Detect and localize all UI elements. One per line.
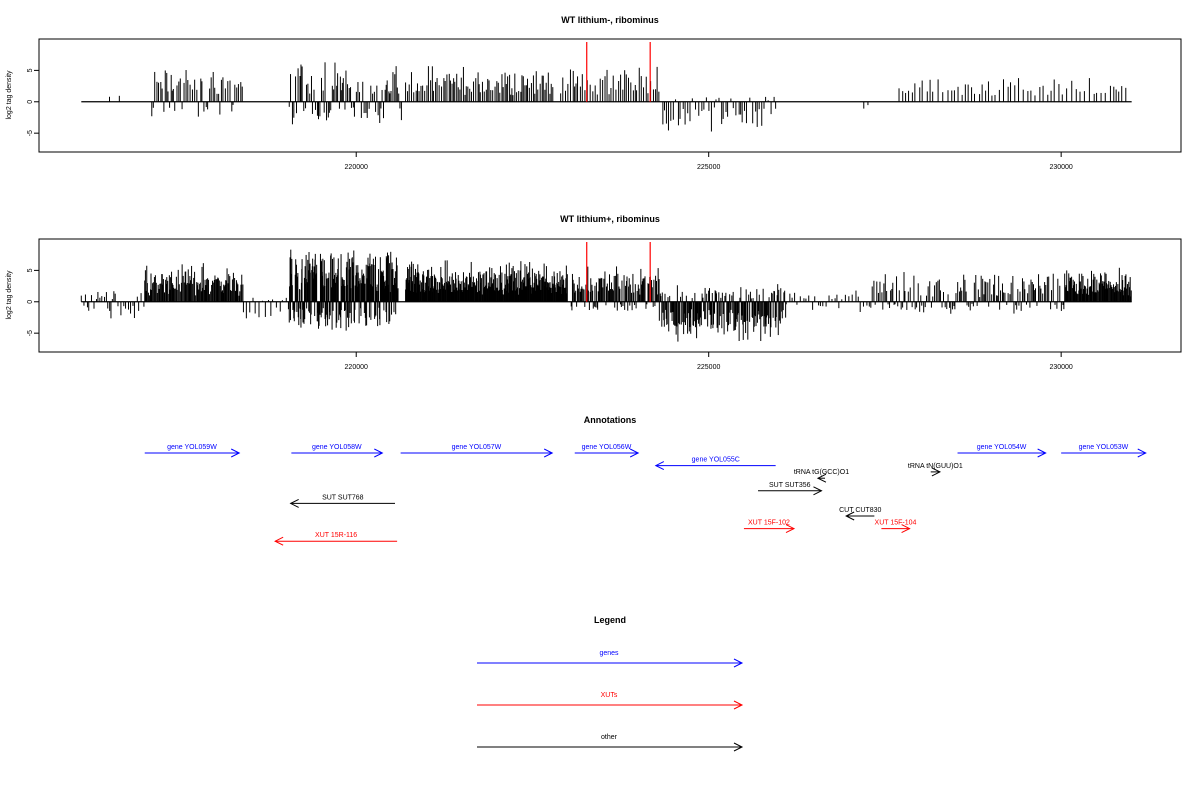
- feature-label: gene YOL053W: [1079, 444, 1129, 451]
- legend: Legend genes XUTs other: [477, 615, 744, 752]
- x-tick-label: 230000: [1049, 164, 1072, 171]
- feature-sut-sut768: SUT SUT768: [289, 494, 395, 508]
- feature-arrow-head: [813, 486, 823, 496]
- feature-label: gene YOL054W: [977, 444, 1027, 451]
- feature-gene-yol054w: gene YOL054W: [957, 444, 1047, 458]
- y-axis-label: log2 tag density: [6, 270, 13, 320]
- marker-lines: [586, 242, 651, 302]
- y-tick-label: 5: [27, 68, 34, 72]
- y-axis-label: log2 tag density: [6, 70, 13, 120]
- feature-label: XUT 15F-102: [748, 520, 790, 527]
- feature-arrow-head: [289, 498, 299, 508]
- legend-label: XUTs: [601, 692, 618, 699]
- y-tick-label: 5: [27, 268, 34, 272]
- x-axis-ticks: 220000 225000 230000: [345, 152, 1073, 171]
- y-tick-label: -5: [27, 130, 34, 136]
- y-tick-label: 0: [27, 100, 34, 104]
- legend-arrow-head: [733, 658, 744, 668]
- feature-arrow-head: [230, 448, 241, 458]
- x-tick-label: 225000: [697, 164, 720, 171]
- feature-label: tRNA tN(GUU)O1: [908, 463, 963, 470]
- feature-gene-yol058w: gene YOL058W: [291, 444, 384, 458]
- x-axis-ticks: 220000 225000 230000: [345, 352, 1073, 371]
- feature-label: gene YOL059W: [167, 444, 217, 451]
- y-tick-label: -5: [27, 330, 34, 336]
- feature-label: gene YOL056W: [582, 444, 632, 451]
- legend-arrow-head: [733, 700, 744, 710]
- panel-title: WT lithium-, ribominus: [561, 15, 659, 25]
- feature-arrow-head: [629, 448, 640, 458]
- annotation-track: Annotations gene YOL059W gene YOL058W gene…: [144, 415, 1147, 546]
- legend-items: genes XUTs other: [477, 650, 744, 752]
- marker-lines: [586, 42, 651, 102]
- plot-frame: [38, 38, 1182, 153]
- feature-arrow-head: [654, 461, 665, 471]
- feature-label: XUT 15R-116: [315, 532, 357, 539]
- feature-gene-yol057w: gene YOL057W: [400, 444, 554, 458]
- coverage-bars: [108, 62, 1127, 132]
- legend-item-genes: genes: [477, 650, 744, 668]
- coverage-bars: [80, 249, 1132, 342]
- legend-item-other: other: [477, 734, 744, 752]
- feature-arrow-head: [931, 467, 942, 477]
- x-tick-label: 220000: [345, 364, 368, 371]
- feature-gene-yol056w: gene YOL056W: [574, 444, 640, 458]
- feature-arrow-head: [1037, 448, 1047, 458]
- feature-cut-cut830: CUT CUT830: [839, 507, 881, 521]
- legend-item-xuts: XUTs: [477, 692, 744, 710]
- feature-gene-yol053w: gene YOL053W: [1061, 444, 1147, 458]
- y-tick-label: 0: [27, 300, 34, 304]
- feature-gene-yol059w: gene YOL059W: [144, 444, 241, 458]
- feature-arrow-head: [274, 536, 284, 546]
- y-axis-ticks: -5 0 5: [27, 268, 39, 336]
- feature-label: XUT 15F-104: [875, 520, 917, 527]
- feature-label: SUT SUT768: [322, 494, 364, 501]
- feature-trna-tn-guu-o1: tRNA tN(GUU)O1: [908, 463, 963, 477]
- legend-arrow-head: [733, 742, 744, 752]
- feature-arrow-head: [845, 511, 855, 521]
- x-tick-label: 220000: [345, 164, 368, 171]
- feature-xut-15f-102: XUT 15F-102: [743, 520, 796, 534]
- x-tick-label: 225000: [697, 364, 720, 371]
- feature-arrow-head: [374, 448, 384, 458]
- annotations-title: Annotations: [584, 415, 637, 425]
- feature-arrow-head: [543, 448, 554, 458]
- feature-label: tRNA tG(GCC)O1: [794, 469, 849, 476]
- feature-gene-yol055c: gene YOL055C: [654, 457, 776, 471]
- feature-sut-sut356: SUT SUT356: [758, 482, 823, 496]
- feature-list: gene YOL059W gene YOL058W gene YOL057W gene…: [144, 444, 1147, 546]
- legend-label: genes: [599, 650, 619, 657]
- feature-xut-15r-116: XUT 15R-116: [274, 532, 398, 546]
- feature-arrow-head: [816, 473, 827, 483]
- feature-trna-tg-gcc-o1: tRNA tG(GCC)O1: [794, 469, 849, 483]
- feature-label: gene YOL055C: [692, 457, 740, 464]
- panel-title: WT lithium+, ribominus: [560, 214, 660, 224]
- legend-title: Legend: [594, 615, 626, 625]
- plot-frame: [38, 238, 1182, 353]
- y-axis-ticks: -5 0 5: [27, 68, 39, 136]
- x-tick-label: 230000: [1049, 364, 1072, 371]
- legend-label: other: [601, 734, 618, 741]
- feature-arrow-head: [1137, 448, 1147, 458]
- coverage-panel-lithium-plus: WT lithium+, ribominus log2 tag density …: [6, 214, 1182, 371]
- feature-arrow-head: [785, 524, 796, 534]
- feature-xut-15f-104: XUT 15F-104: [875, 520, 917, 534]
- feature-arrow-head: [901, 524, 911, 534]
- coverage-panel-lithium-minus: WT lithium-, ribominus log2 tag density …: [6, 15, 1182, 171]
- feature-label: SUT SUT356: [769, 482, 811, 489]
- feature-label: CUT CUT830: [839, 507, 881, 514]
- feature-label: gene YOL057W: [452, 444, 502, 451]
- feature-label: gene YOL058W: [312, 444, 362, 451]
